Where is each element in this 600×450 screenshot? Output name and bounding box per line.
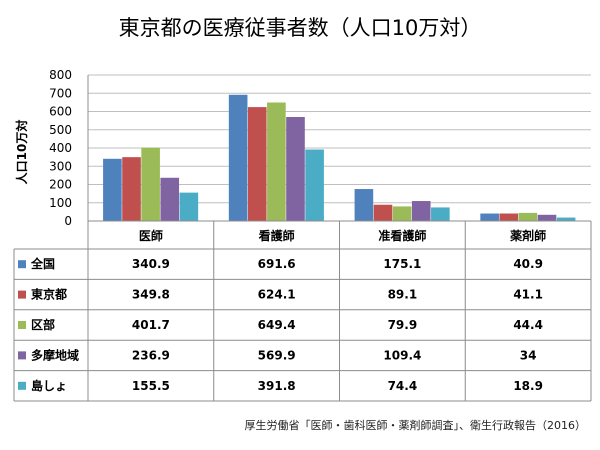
series-name: 東京都 [31, 287, 67, 302]
legend-swatch [18, 260, 26, 269]
y-axis-label: 人口10万対 [14, 120, 29, 185]
data-label: 41.1 [513, 288, 543, 302]
legend-swatch [18, 351, 26, 360]
data-label: 340.9 [132, 257, 170, 271]
bar [556, 217, 576, 221]
chart-title: 東京都の医療従事者数（人口10万対） [118, 16, 482, 40]
bar [179, 192, 199, 221]
data-label: 74.4 [388, 379, 418, 393]
data-label: 175.1 [383, 257, 421, 271]
bar [160, 177, 180, 221]
category-label: 医師 [139, 228, 163, 243]
data-label: 569.9 [258, 348, 296, 362]
bar [480, 213, 499, 221]
legend-swatch [18, 290, 26, 299]
data-label: 109.4 [383, 348, 421, 362]
bar [122, 157, 141, 221]
series-name: 全国 [30, 256, 55, 271]
y-tick-label: 500 [49, 123, 72, 137]
y-tick-label: 100 [49, 196, 72, 210]
bars [103, 94, 576, 221]
bar [286, 116, 305, 221]
bar [411, 201, 431, 221]
bar [141, 147, 160, 221]
data-label: 236.9 [132, 348, 170, 362]
category-label: 看護師 [259, 228, 295, 243]
series-name: 区部 [31, 317, 55, 332]
data-label: 155.5 [132, 379, 170, 393]
data-label: 89.1 [388, 288, 418, 302]
data-label: 691.6 [258, 257, 296, 271]
data-label: 349.8 [132, 288, 170, 302]
bar [392, 206, 412, 221]
bar [537, 214, 557, 221]
y-tick-label: 200 [49, 178, 72, 192]
data-label: 34 [520, 348, 537, 362]
bar [267, 102, 286, 221]
bar [373, 204, 393, 221]
bar [228, 94, 248, 221]
data-label: 624.1 [258, 288, 296, 302]
data-label: 391.8 [258, 379, 296, 393]
data-label: 18.9 [513, 379, 543, 393]
bar [354, 189, 374, 221]
category-label: 准看護師 [378, 228, 426, 243]
bar [499, 213, 519, 221]
data-label: 44.4 [513, 318, 543, 332]
y-axis-ticks: 0 100 200 300 400 500 600 700 800 [49, 68, 72, 228]
legend-swatch [18, 321, 26, 329]
category-label: 薬剤師 [510, 228, 546, 243]
y-tick-label: 300 [49, 159, 72, 173]
data-label: 40.9 [513, 257, 543, 271]
bar [305, 149, 324, 221]
bar [103, 158, 122, 221]
series-name: 島しょ [31, 378, 67, 393]
bar [518, 212, 538, 221]
bar [247, 107, 267, 221]
legend-swatch [18, 381, 26, 390]
data-label: 649.4 [258, 318, 296, 332]
source-note: 厚生労働省「医師・歯科医師・薬剤師調査」、衛生行政報告（2016） [244, 419, 587, 432]
data-label: 79.9 [388, 318, 418, 332]
y-tick-label: 600 [49, 105, 72, 119]
data-label: 401.7 [132, 318, 170, 332]
y-tick-label: 800 [49, 68, 72, 82]
bar [431, 207, 450, 221]
y-tick-label: 400 [49, 141, 72, 155]
y-tick-label: 700 [49, 86, 72, 100]
series-name: 多摩地域 [31, 347, 79, 362]
y-tick-label: 0 [64, 214, 72, 228]
